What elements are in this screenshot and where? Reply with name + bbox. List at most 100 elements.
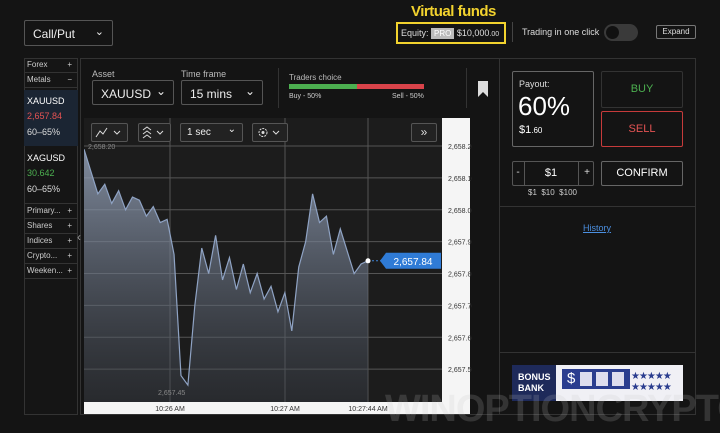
current-point	[365, 258, 371, 264]
toggle-knob	[606, 26, 619, 39]
chart-type-button[interactable]	[91, 123, 128, 142]
asset-symbol[interactable]: XAGUSD	[27, 153, 66, 163]
y-tick-label: 2,657.70	[448, 303, 472, 310]
price-chart: 2,658.20 2,658.10 2,658.00 2,657.90 2,657.80…	[84, 118, 472, 414]
indicators-button[interactable]	[138, 123, 171, 142]
y-tick-label: 2,657.50	[448, 367, 472, 374]
sell-button[interactable]: SELL	[601, 111, 683, 147]
divider	[500, 352, 696, 353]
chevron: ⌄	[155, 84, 166, 98]
asset: XAUUSD	[101, 87, 152, 101]
amount-input	[512, 161, 594, 186]
group-row[interactable]: Forex +	[24, 58, 78, 73]
group-label: Metals	[27, 75, 51, 84]
timeframe-dropdown[interactable]: 15 mins ⌄	[181, 80, 263, 105]
divider	[466, 68, 467, 108]
high-label: 2,658.20	[88, 144, 115, 151]
profit-whole: $1	[519, 124, 532, 136]
confirm-button[interactable]: CONFIRM	[601, 161, 683, 186]
time-axis	[84, 402, 442, 414]
chevron: ⌄	[244, 84, 255, 98]
preset[interactable]: $10	[541, 188, 555, 197]
equity-label: Equity:	[401, 28, 429, 38]
chart-type-icon	[95, 127, 121, 138]
buy-button[interactable]: BUY	[601, 71, 683, 108]
asset-dropdown[interactable]: XAUUSD ⌄	[92, 80, 174, 105]
collapse-arrow[interactable]: ‹	[77, 230, 81, 244]
settings-button[interactable]	[252, 123, 288, 142]
balance-cents: .00	[489, 31, 500, 38]
group-label: Crypto...	[27, 251, 58, 260]
traders-choice-bar	[289, 84, 424, 89]
preset[interactable]: $100	[559, 188, 577, 197]
divider	[500, 206, 696, 207]
minus-button[interactable]: -	[512, 161, 525, 186]
timeframe: 15 mins	[190, 87, 233, 101]
group-label: Shares	[27, 221, 53, 230]
history-link[interactable]: History	[583, 223, 612, 233]
expand-chart-button[interactable]: »	[411, 123, 437, 142]
price-axis	[442, 118, 470, 414]
y-tick-label: 2,658.10	[448, 176, 472, 183]
group-toggle: +	[67, 206, 72, 215]
divider	[512, 22, 513, 42]
group-row[interactable]: Metals −	[24, 73, 78, 88]
traders-choice-label: Traders choice	[289, 73, 342, 82]
buy-share-bar	[289, 84, 357, 89]
banner-line: BONUS	[518, 372, 551, 382]
group-toggle: +	[67, 251, 72, 260]
one-click-toggle[interactable]	[604, 24, 638, 41]
account-badge: PRO	[431, 28, 455, 39]
interval: 1 sec	[187, 127, 211, 138]
y-tick-label: 2,658.00	[448, 208, 472, 215]
asset-price: 30.642	[27, 168, 55, 178]
asset-item-active[interactable]	[24, 90, 78, 146]
x-tick-label: 10:27 AM	[270, 406, 300, 413]
settings-icon	[258, 128, 280, 137]
asset-label: Asset	[92, 69, 115, 79]
group-row[interactable]: Indices +	[24, 234, 78, 249]
banner-line: BANK	[518, 383, 544, 393]
bookmark-icon[interactable]	[477, 80, 489, 98]
group-toggle: +	[67, 60, 72, 69]
watermark: WINOPTIONCRYPTO.COM	[385, 388, 720, 430]
current-price-tag	[380, 252, 441, 269]
one-click-label: Trading in one click	[522, 27, 600, 37]
group-row[interactable]: Primary... +	[24, 204, 78, 219]
banner-stars: ★★★★★ ★★★★★	[631, 371, 672, 393]
sell-share-bar	[356, 84, 424, 89]
asset-payout: 60–65%	[27, 184, 61, 194]
group-row[interactable]: Shares +	[24, 219, 78, 234]
equity: Equity: PRO $10,000.00	[401, 28, 500, 39]
interval-dropdown[interactable]: 1 sec ⌄	[180, 123, 243, 142]
group-row[interactable]: Weeken... +	[24, 264, 78, 279]
group-label: Primary...	[27, 206, 61, 215]
low-label: 2,657.45	[158, 390, 185, 397]
chevron: ⌄	[227, 124, 236, 135]
amount[interactable]: $1	[544, 167, 558, 179]
y-tick-label: 2,657.80	[448, 272, 472, 279]
payout: 60%	[518, 91, 571, 121]
asset-symbol: XAUUSD	[27, 96, 65, 106]
banner-text: BONUS BANK	[518, 372, 551, 394]
group-label: Forex	[27, 60, 48, 69]
group-label: Weeken...	[27, 266, 63, 275]
payout-box	[512, 71, 594, 147]
mode: Call/Put	[33, 27, 76, 41]
divider	[24, 203, 78, 204]
plus-button[interactable]: +	[578, 161, 595, 186]
preset[interactable]: $1	[528, 188, 537, 197]
asset-payout: 60–65%	[27, 127, 61, 137]
x-tick-label: 10:26 AM	[155, 406, 185, 413]
timeframe-label: Time frame	[181, 69, 227, 79]
x-tick-label: 10:27:44 AM	[348, 406, 387, 413]
group-row[interactable]: Crypto... +	[24, 249, 78, 264]
expand-button[interactable]: Expand	[656, 25, 696, 39]
group-toggle: +	[67, 221, 72, 230]
banner-digit	[596, 372, 608, 386]
y-tick-label: 2,658.20	[448, 144, 472, 151]
bonus-banner[interactable]: BONUS BANK $ ★★★★★ ★★★★★	[512, 365, 683, 401]
mode-dropdown[interactable]: Call/Put ⌄	[24, 20, 113, 46]
main-panel	[80, 58, 500, 415]
